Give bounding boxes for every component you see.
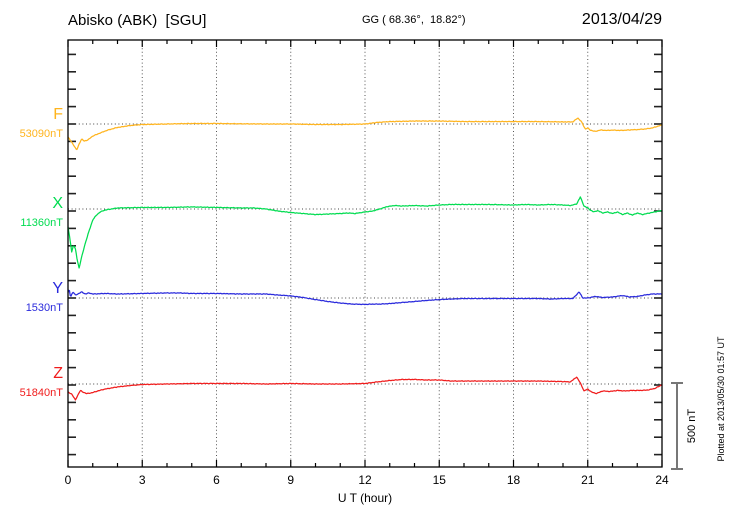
component-baseline-Y: 1530nT [25, 302, 63, 314]
plot-frame [67, 39, 663, 468]
x-tick-label-15: 15 [432, 473, 446, 487]
trace-X [67, 196, 662, 269]
x-tick-label-12: 12 [358, 473, 372, 487]
plot-date: 2013/04/29 [581, 11, 662, 28]
station-title: Abisko (ABK) [SGU] [68, 12, 207, 29]
component-letter-Z: Z [53, 365, 63, 382]
component-baseline-Z: 51840nT [19, 387, 63, 399]
x-tick-label-3: 3 [138, 473, 146, 487]
component-letter-X: X [52, 195, 63, 212]
component-label-Z: Z 51840nT [0, 366, 63, 399]
x-tick-label-6: 6 [213, 473, 220, 487]
component-baseline-F: 53090nT [19, 128, 63, 140]
component-label-Y: Y 1530nT [0, 281, 63, 314]
trace-F [67, 117, 663, 151]
x-tick-label-18: 18 [506, 473, 521, 487]
x-axis-title: U T (hour) [337, 491, 393, 505]
component-label-F: F 53090nT [0, 107, 63, 140]
component-baseline-X: 11360nT [20, 217, 63, 229]
x-tick-label-0: 0 [64, 473, 72, 487]
component-letter-F: F [53, 106, 63, 123]
trace-Y [67, 289, 663, 306]
geographic-coordinates: GG ( 68.36°, 18.82°) [362, 14, 466, 26]
x-tick-label-24: 24 [655, 473, 669, 487]
trace-Z [67, 376, 663, 401]
plotted-at-timestamp: Plotted at 2013/05/30 01:57 UT [716, 336, 726, 462]
scale-bar-label: 500 nT [686, 408, 698, 444]
x-tick-label-9: 9 [287, 473, 295, 487]
x-tick-label-21: 21 [581, 473, 595, 487]
component-label-X: X 11360nT [0, 196, 63, 229]
component-letter-Y: Y [52, 280, 63, 297]
